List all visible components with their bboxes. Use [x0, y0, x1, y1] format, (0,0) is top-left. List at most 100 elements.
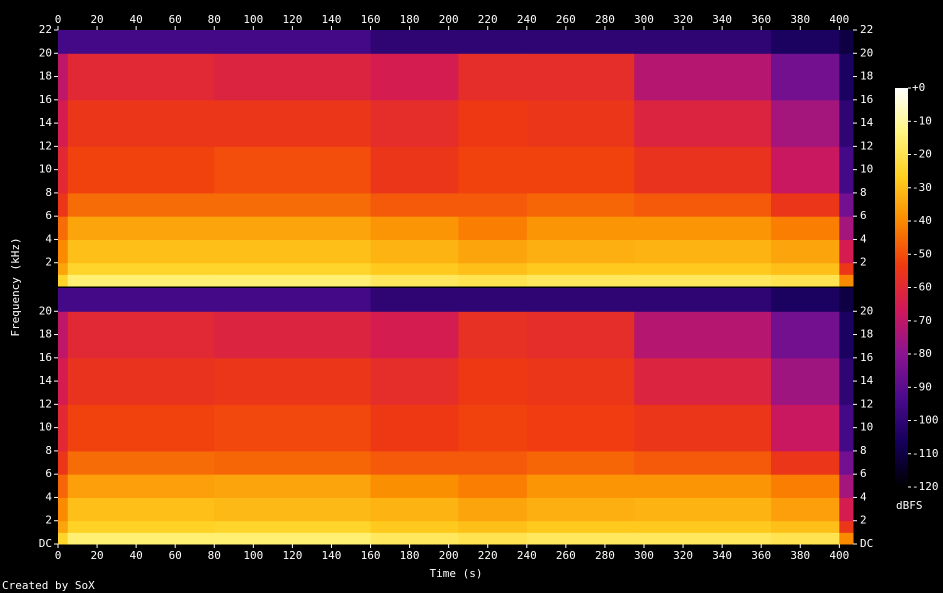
y-tick-label: 18: [860, 328, 873, 341]
spectrogram-cell: [58, 520, 69, 533]
y-tick-label: 6: [860, 209, 867, 222]
y-tick-label: 8: [45, 444, 52, 457]
spectrogram-cell: [770, 216, 840, 240]
x-tick-label: 0: [55, 549, 62, 562]
spectrogram-cell: [526, 450, 635, 475]
spectrogram-cell: [58, 146, 69, 194]
spectrogram-cell: [458, 30, 528, 54]
spectrogram-cell: [526, 146, 635, 194]
colorbar-tick-label: -120: [912, 480, 939, 493]
spectrogram-cell: [458, 288, 528, 312]
spectrogram-cell: [214, 450, 372, 475]
y-tick-label: 16: [39, 351, 52, 364]
spectrogram-cell: [58, 404, 69, 452]
colorbar-tick-label: -30: [912, 181, 932, 194]
x-tick-label: 360: [751, 549, 771, 562]
spectrogram-cell: [634, 474, 772, 498]
x-tick-label: 280: [595, 13, 615, 26]
spectrogram-cell: [839, 146, 854, 194]
y-tick-label: 2: [45, 256, 52, 269]
x-tick-label: 0: [55, 13, 62, 26]
colorbar: [895, 88, 908, 487]
y-tick-label: 12: [860, 139, 873, 152]
x-tick-label: 200: [439, 549, 459, 562]
y-tick-label: DC: [860, 537, 873, 550]
y-tick-label: 6: [860, 467, 867, 480]
x-tick-label: 280: [595, 549, 615, 562]
y-tick-label: 10: [860, 421, 873, 434]
spectrogram-cell: [770, 30, 840, 54]
spectrogram-cell: [214, 532, 372, 545]
spectrogram-cell: [458, 146, 528, 194]
spectrogram-cell: [634, 262, 772, 275]
spectrogram-cell: [839, 274, 854, 287]
spectrogram-cell: [770, 520, 840, 533]
spectrogram-cell: [839, 192, 854, 217]
spectrogram-cell: [458, 239, 528, 264]
spectrogram-cell: [370, 216, 459, 240]
y-tick-label: 18: [39, 328, 52, 341]
x-tick-label: 220: [478, 13, 498, 26]
spectrogram-cell: [458, 450, 528, 475]
spectrogram-cell: [770, 497, 840, 522]
spectrogram-cell: [370, 288, 459, 312]
spectrogram-cell: [67, 30, 215, 54]
spectrogram-cell: [370, 274, 459, 287]
spectrogram-cell: [526, 288, 635, 312]
y-tick-label: 2: [860, 514, 867, 527]
spectrogram-cell: [526, 30, 635, 54]
x-tick-label: 120: [282, 549, 302, 562]
spectrogram-cell: [634, 404, 772, 452]
spectrogram-cell: [370, 30, 459, 54]
spectrogram-cell: [370, 532, 459, 545]
colorbar-tick-label: -40: [912, 214, 932, 227]
spectrogram-cell: [458, 520, 528, 533]
spectrogram-cell: [458, 497, 528, 522]
y-tick-label: DC: [39, 537, 52, 550]
spectrogram-cell: [67, 99, 215, 147]
spectrogram-cell: [214, 216, 372, 240]
y-tick-label: 14: [39, 116, 53, 129]
spectrogram-cell: [214, 30, 372, 54]
spectrogram-cell: [370, 192, 459, 217]
spectrogram-cell: [770, 262, 840, 275]
colorbar-tick-label: -70: [912, 314, 932, 327]
x-tick-label: 380: [790, 13, 810, 26]
x-tick-label: 320: [673, 549, 693, 562]
colorbar-tick-label: -90: [912, 380, 932, 393]
spectrogram-cell: [770, 99, 840, 147]
x-tick-label: 400: [829, 13, 849, 26]
x-axis-title: Time (s): [430, 567, 483, 580]
x-tick-label: 260: [556, 549, 576, 562]
x-tick-label: 80: [208, 13, 221, 26]
spectrogram-cell: [214, 288, 372, 312]
spectrogram-cell: [58, 450, 69, 475]
spectrogram-cell: [770, 357, 840, 405]
spectrogram-cell: [58, 474, 69, 498]
spectrogram-cell: [58, 192, 69, 217]
spectrogram-cell: [370, 239, 459, 264]
spectrogram-cell: [770, 288, 840, 312]
y-tick-label: 2: [45, 514, 52, 527]
x-tick-label: 120: [282, 13, 302, 26]
spectrogram-cell: [370, 474, 459, 498]
spectrogram-cell: [214, 520, 372, 533]
spectrogram-cell: [458, 99, 528, 147]
y-tick-label: 14: [860, 116, 874, 129]
y-tick-label: 4: [860, 490, 867, 503]
y-tick-label: 20: [39, 304, 52, 317]
spectrogram-cell: [58, 262, 69, 275]
colorbar-tick-label: -10: [912, 114, 932, 127]
x-tick-label: 60: [169, 549, 182, 562]
spectrogram-cell: [214, 311, 372, 359]
spectrogram-cell: [634, 274, 772, 287]
spectrogram-cell: [839, 99, 854, 147]
y-tick-label: 8: [860, 444, 867, 457]
y-tick-label: 14: [39, 374, 53, 387]
spectrogram-cell: [634, 99, 772, 147]
spectrogram-cell: [214, 262, 372, 275]
x-tick-label: 200: [439, 13, 459, 26]
spectrogram-cell: [67, 474, 215, 498]
colorbar-tick-label: -60: [912, 281, 932, 294]
spectrogram-cell: [67, 146, 215, 194]
